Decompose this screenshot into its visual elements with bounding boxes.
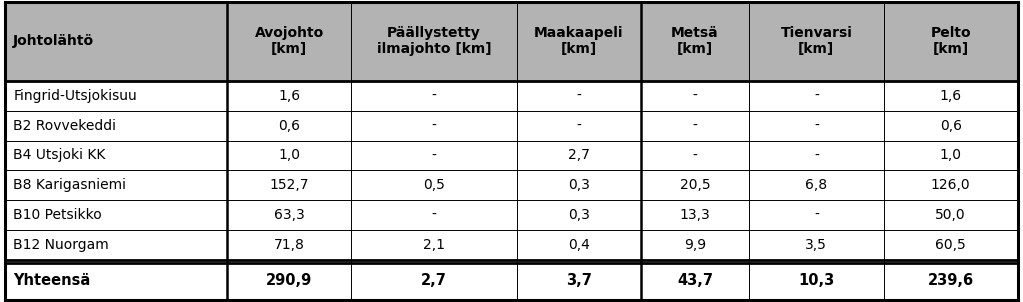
Text: Fingrid-Utsjokisuu: Fingrid-Utsjokisuu bbox=[13, 89, 137, 103]
Text: 290,9: 290,9 bbox=[266, 273, 312, 288]
Text: -: - bbox=[814, 89, 818, 103]
Text: -: - bbox=[576, 89, 581, 103]
Text: B8 Karigasniemi: B8 Karigasniemi bbox=[13, 178, 126, 192]
Bar bbox=[5, 200, 1018, 230]
Bar bbox=[5, 230, 1018, 260]
Text: 1,6: 1,6 bbox=[278, 89, 301, 103]
Text: Avojohto
[km]: Avojohto [km] bbox=[255, 26, 324, 56]
Text: Yhteensä: Yhteensä bbox=[13, 273, 91, 288]
Text: 2,1: 2,1 bbox=[422, 238, 445, 252]
Text: B2 Rovvekeddi: B2 Rovvekeddi bbox=[13, 119, 117, 133]
Text: 1,0: 1,0 bbox=[278, 149, 301, 162]
Text: Päällystetty
ilmajohto [km]: Päällystetty ilmajohto [km] bbox=[376, 26, 491, 56]
Text: -: - bbox=[432, 208, 437, 222]
Text: B10 Petsikko: B10 Petsikko bbox=[13, 208, 102, 222]
Text: -: - bbox=[432, 89, 437, 103]
Bar bbox=[5, 2, 1018, 81]
Text: 71,8: 71,8 bbox=[274, 238, 305, 252]
Text: 50,0: 50,0 bbox=[935, 208, 966, 222]
Text: 13,3: 13,3 bbox=[679, 208, 710, 222]
Text: 43,7: 43,7 bbox=[677, 273, 713, 288]
Bar bbox=[5, 170, 1018, 200]
Text: -: - bbox=[432, 149, 437, 162]
Text: 239,6: 239,6 bbox=[928, 273, 974, 288]
Text: Pelto
[km]: Pelto [km] bbox=[930, 26, 971, 56]
Text: 2,7: 2,7 bbox=[421, 273, 447, 288]
Text: -: - bbox=[693, 119, 698, 133]
Text: Metsä
[km]: Metsä [km] bbox=[671, 26, 719, 56]
Text: B12 Nuorgam: B12 Nuorgam bbox=[13, 238, 109, 252]
Bar bbox=[5, 81, 1018, 111]
Text: Johtolähtö: Johtolähtö bbox=[13, 34, 94, 48]
Text: 152,7: 152,7 bbox=[270, 178, 309, 192]
Text: 63,3: 63,3 bbox=[274, 208, 305, 222]
Text: 126,0: 126,0 bbox=[931, 178, 971, 192]
Text: 6,8: 6,8 bbox=[805, 178, 828, 192]
Text: 9,9: 9,9 bbox=[683, 238, 706, 252]
Text: 0,6: 0,6 bbox=[940, 119, 962, 133]
Text: 60,5: 60,5 bbox=[935, 238, 966, 252]
Bar bbox=[5, 111, 1018, 140]
Text: 1,6: 1,6 bbox=[940, 89, 962, 103]
Text: B4 Utsjoki KK: B4 Utsjoki KK bbox=[13, 149, 105, 162]
Text: 0,3: 0,3 bbox=[568, 178, 589, 192]
Text: 20,5: 20,5 bbox=[679, 178, 710, 192]
Text: 0,6: 0,6 bbox=[278, 119, 301, 133]
Text: 0,4: 0,4 bbox=[568, 238, 589, 252]
Text: -: - bbox=[576, 119, 581, 133]
Text: 3,5: 3,5 bbox=[805, 238, 828, 252]
Text: 0,5: 0,5 bbox=[424, 178, 445, 192]
Text: 3,7: 3,7 bbox=[566, 273, 591, 288]
Text: 2,7: 2,7 bbox=[568, 149, 589, 162]
Text: -: - bbox=[814, 149, 818, 162]
Text: -: - bbox=[693, 89, 698, 103]
Text: -: - bbox=[814, 119, 818, 133]
Text: 0,3: 0,3 bbox=[568, 208, 589, 222]
Text: 10,3: 10,3 bbox=[798, 273, 835, 288]
Bar bbox=[5, 260, 1018, 300]
Text: -: - bbox=[432, 119, 437, 133]
Text: Maakaapeli
[km]: Maakaapeli [km] bbox=[534, 26, 623, 56]
Text: Tienvarsi
[km]: Tienvarsi [km] bbox=[781, 26, 852, 56]
Text: -: - bbox=[814, 208, 818, 222]
Text: 1,0: 1,0 bbox=[940, 149, 962, 162]
Text: -: - bbox=[693, 149, 698, 162]
Bar bbox=[5, 140, 1018, 170]
